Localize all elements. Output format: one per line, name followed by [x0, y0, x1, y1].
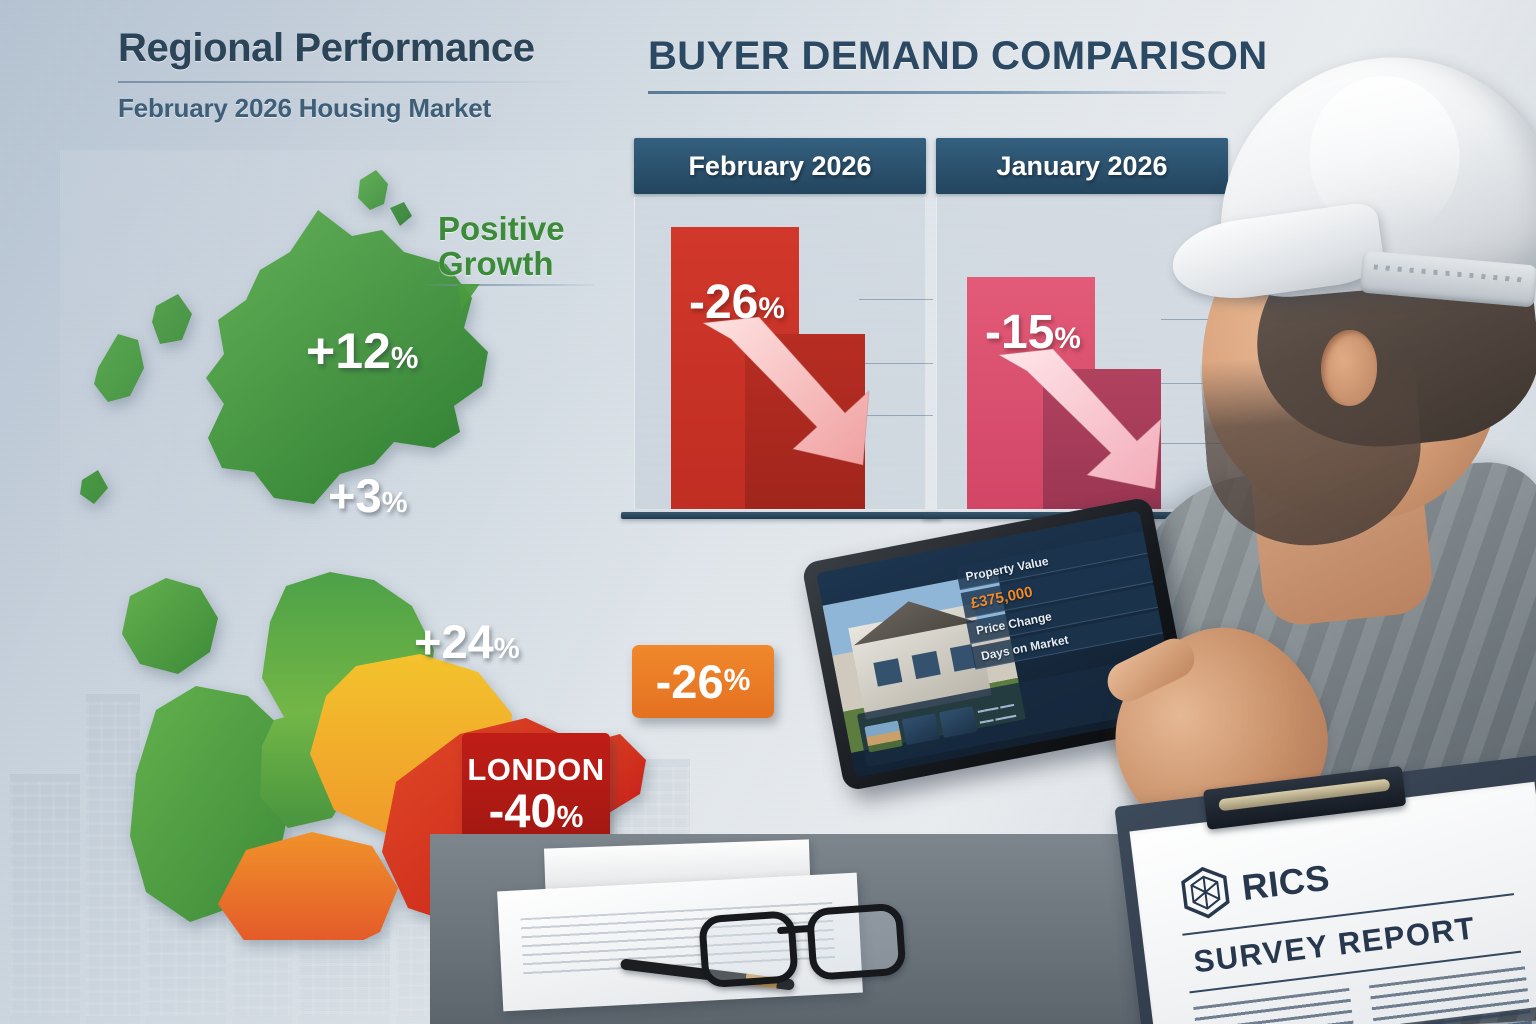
gridline — [1161, 443, 1235, 444]
map-label-north-england: +3% — [328, 472, 408, 519]
title-divider — [118, 81, 578, 83]
surveyor-photo — [1106, 0, 1536, 1024]
map-label-midlands: +24% — [414, 618, 520, 665]
callout-south-east: -26% — [632, 645, 774, 718]
map-label-scotland-unit: % — [390, 340, 419, 375]
panel-february-header: February 2026 — [634, 138, 926, 194]
gridline — [1161, 383, 1235, 384]
gridline — [859, 415, 933, 416]
panel-january-header: January 2026 — [936, 138, 1228, 194]
surveyor-ear — [1321, 330, 1377, 406]
panel-february-plot: -26% — [621, 197, 941, 519]
panel-january-header-label: January 2026 — [996, 150, 1168, 181]
chart-title: BUYER DEMAND COMPARISON — [648, 34, 1268, 78]
thumbnail-tile[interactable] — [864, 720, 903, 753]
legend-line-1: Positive — [438, 210, 565, 247]
panel-february-header-label: February 2026 — [688, 150, 872, 181]
left-title-block: Regional Performance February 2026 Housi… — [118, 26, 588, 124]
rics-cube-icon — [1181, 866, 1230, 919]
legend-line-2: Growth — [438, 244, 554, 282]
callout-london-unit: % — [556, 801, 584, 834]
callout-south-east-unit: % — [723, 664, 751, 698]
property-metrics-list: Property Value £375,000 Price Change Day… — [955, 530, 1164, 672]
map-label-scotland: +12% — [306, 326, 418, 376]
positive-growth-legend: Positive Growth — [426, 210, 598, 310]
map-label-north-unit: % — [381, 487, 408, 519]
panel-february-axis — [621, 512, 941, 519]
legend-rule — [426, 284, 594, 286]
callout-south-east-value: -26 — [655, 655, 724, 708]
gridline — [859, 299, 933, 300]
chart-title-block: BUYER DEMAND COMPARISON — [648, 34, 1268, 94]
clipboard-heading: SURVEY REPORT — [1191, 910, 1478, 980]
map-region-northern-ireland — [122, 578, 218, 674]
map-region-south-west — [218, 832, 398, 940]
map-region-scotland — [206, 210, 488, 504]
bar-label-february-unit: % — [758, 292, 785, 325]
bar-label-january-value: -15 — [985, 306, 1055, 359]
map-region-hebrides — [80, 294, 192, 504]
map-label-midlands-unit: % — [493, 633, 520, 665]
gridline — [859, 363, 933, 364]
chart-tile-icon[interactable] — [901, 712, 941, 745]
callout-london-region: LONDON — [467, 752, 605, 787]
eyeglasses — [698, 902, 907, 989]
clipboard-text-column — [1193, 987, 1357, 1024]
callout-london-value: -40 — [488, 784, 557, 837]
page-title: Regional Performance — [118, 26, 535, 70]
eyeglasses-left-lens — [698, 910, 799, 989]
clipboard-paper: RICS SURVEY REPORT — [1129, 781, 1536, 1024]
map-label-scotland-value: +12 — [306, 323, 391, 379]
clipboard: RICS SURVEY REPORT — [1114, 754, 1536, 1024]
callout-london-value-row: -40% — [489, 787, 584, 834]
gridline — [1161, 319, 1235, 320]
rics-brand-row: RICS — [1178, 852, 1332, 922]
down-arrow-icon — [701, 317, 870, 466]
page-subtitle: February 2026 Housing Market — [118, 93, 491, 123]
bar-label-january-unit: % — [1054, 322, 1081, 355]
chart-title-divider — [648, 91, 1226, 94]
map-label-midlands-value: +24 — [414, 615, 494, 668]
clipboard-text-column — [1368, 966, 1533, 1024]
clipboard-body-text — [1193, 966, 1533, 1024]
tools-tile-icon[interactable] — [939, 705, 978, 738]
panel-february: February 2026 -26% — [621, 138, 941, 519]
map-label-north-value: +3 — [328, 469, 382, 522]
bar-label-january: -15% — [985, 309, 1081, 357]
map-region-shetland — [358, 170, 412, 226]
down-arrow-icon — [997, 349, 1162, 490]
rics-brand-label: RICS — [1239, 856, 1332, 909]
eyeglasses-right-lens — [805, 902, 907, 981]
